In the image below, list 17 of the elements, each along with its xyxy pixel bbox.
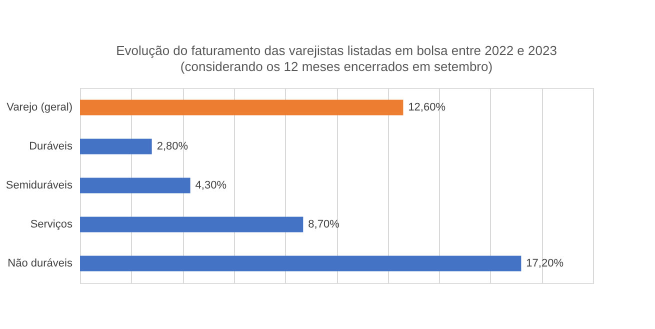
y-tick-label: Não duráveis — [8, 258, 73, 270]
bar — [80, 178, 190, 194]
data-label: 17,20% — [526, 258, 564, 270]
data-label: 12,60% — [408, 102, 446, 114]
bar — [80, 138, 152, 154]
bar — [80, 256, 522, 272]
bar — [80, 216, 304, 232]
y-tick-label: Semiduráveis — [6, 180, 73, 192]
y-tick-label: Serviços — [30, 218, 73, 230]
data-label: 8,70% — [308, 218, 340, 230]
y-tick-label: Duráveis — [29, 140, 73, 152]
bar — [80, 100, 404, 116]
data-label: 4,30% — [195, 180, 227, 192]
chart-title: Evolução do faturamento das varejistas listadas em bolsa entre 2022 e 2023 — [116, 43, 557, 58]
chart-subtitle: (considerando os 12 meses encerrados em setembro) — [180, 59, 493, 74]
y-tick-label: Varejo (geral) — [6, 102, 72, 114]
data-label: 2,80% — [156, 140, 188, 152]
